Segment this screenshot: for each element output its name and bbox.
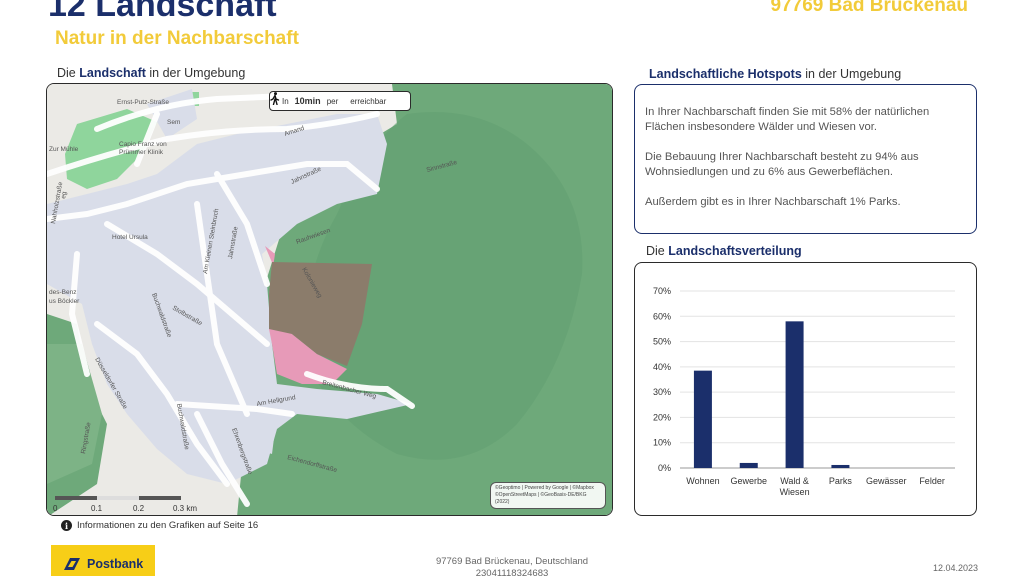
distribution-label-prefix: Die — [646, 244, 669, 258]
chart-xtick-label: Wald & — [780, 476, 809, 486]
postbank-logo-icon — [63, 557, 81, 576]
scale-label: 0.2 — [133, 504, 145, 513]
hotspot-paragraph: Außerdem gibt es in Ihrer Nachbarschaft … — [645, 196, 901, 208]
chart-xtick-label: Wiesen — [780, 487, 810, 497]
chart-bar — [693, 370, 712, 468]
distribution-section-label: Die Landschaftsverteilung — [646, 244, 802, 258]
walk-time-badge: In 10min per erreichbar — [269, 91, 411, 111]
hotspot-paragraph: In Ihrer Nachbarschaft finden Sie mit 58… — [645, 106, 930, 133]
map-section-label: Die Landschaft in der Umgebung — [57, 66, 245, 80]
info-text: Informationen zu den Grafiken auf Seite … — [77, 520, 259, 531]
map-label-bold: Landschaft — [79, 66, 146, 80]
chart-xtick-label: Parks — [829, 476, 853, 486]
footer-address: 97769 Bad Brückenau, Deutschland — [435, 556, 589, 567]
street-label: Ernst-Putz-Straße — [117, 99, 169, 106]
footer-address-block: 97769 Bad Brückenau, Deutschland 2304111… — [0, 556, 1024, 576]
hotspots-label-bold: Landschaftliche Hotspots — [649, 67, 802, 81]
map-attribution[interactable]: ©Geoptimo | Powered by Google | ©Mapbox … — [490, 482, 606, 509]
page-subtitle: Natur in der Nachbarschaft — [55, 28, 299, 49]
chart-xtick-label: Wohnen — [686, 476, 719, 486]
chart-ytick-label: 60% — [653, 311, 671, 321]
scale-label: 0.3 km — [173, 504, 198, 513]
chart-ytick-label: 0% — [658, 463, 671, 473]
hotspots-section-label: Landschaftliche Hotspots in der Umgebung — [649, 67, 901, 81]
street-label: Hotel Ursula — [112, 234, 148, 241]
hotspots-box: In Ihrer Nachbarschaft finden Sie mit 58… — [634, 84, 977, 234]
footer-code: 23041118324683 — [475, 568, 549, 576]
street-label: des-Benz — [49, 289, 76, 296]
residential-area — [47, 114, 412, 484]
chart-xtick-label: Gewässer — [866, 476, 907, 486]
chart-ytick-label: 70% — [653, 286, 671, 296]
chart-ytick-label: 40% — [653, 362, 671, 372]
chart-ytick-label: 30% — [653, 387, 671, 397]
chart-bar — [785, 321, 804, 468]
meadow-area — [65, 109, 157, 189]
header-address: 97769 Bad Brückenau — [770, 0, 969, 16]
page-title: 12 Landschaft — [48, 0, 277, 24]
info-icon: i — [61, 520, 72, 531]
walk-badge-in: In — [282, 96, 289, 106]
distribution-label-bold: Landschaftsverteilung — [668, 244, 802, 258]
street-label: us Böckler — [49, 298, 80, 305]
brown-area — [269, 262, 372, 366]
map-canvas: Ernst-Putz-Straße Sem Zur Mühle Capio Fr… — [47, 84, 612, 515]
map-label-suffix: in der Umgebung — [145, 66, 246, 80]
scale-label: 0.1 — [91, 504, 103, 513]
walk-badge-reach: erreichbar — [350, 96, 387, 106]
commercial-area — [265, 246, 347, 384]
chart-ytick-label: 20% — [653, 412, 671, 422]
forest-shade-area — [305, 112, 583, 460]
hotspot-paragraph: Die Bebauung Ihrer Nachbarschaft besteht… — [645, 151, 919, 178]
forest-west-shade — [47, 344, 102, 484]
hotspots-label-suffix: in der Umgebung — [801, 67, 902, 81]
road-network — [47, 93, 415, 507]
map-label-prefix: Die — [57, 66, 80, 80]
chart-bar — [739, 462, 758, 468]
chart-canvas: 0% 10% 20% 30% 40% 50% 60% 70% Wohnen Gewerbe Wald… — [653, 286, 955, 497]
street-label: Sem — [167, 119, 180, 126]
info-note: i Informationen zu den Grafiken auf Seit… — [61, 520, 258, 531]
distribution-chart: 0% 10% 20% 30% 40% 50% 60% 70% Wohnen Gewerbe Wald… — [634, 262, 977, 516]
chart-ytick-label: 10% — [653, 438, 671, 448]
postbank-logo-text: Postbank — [87, 557, 144, 571]
residential-south-area — [242, 414, 277, 454]
footer-date: 12.04.2023 — [932, 563, 978, 573]
street-label: Capio Franz von — [119, 141, 167, 148]
street-label: Prümmer Klinik — [119, 149, 164, 156]
chart-xtick-label: Felder — [919, 476, 945, 486]
chart-xtick-label: Gewerbe — [730, 476, 767, 486]
street-label: Zur Mühle — [49, 146, 79, 153]
walk-badge-per: per — [326, 96, 339, 106]
chart-ytick-label: 50% — [653, 337, 671, 347]
landscape-map[interactable]: Ernst-Putz-Straße Sem Zur Mühle Capio Fr… — [46, 83, 613, 516]
scale-label: 0 — [53, 504, 58, 513]
walk-badge-time: 10min — [294, 96, 321, 106]
street-label: eg — [60, 191, 68, 200]
chart-bar — [831, 464, 850, 468]
postbank-logo: Postbank — [51, 545, 155, 576]
